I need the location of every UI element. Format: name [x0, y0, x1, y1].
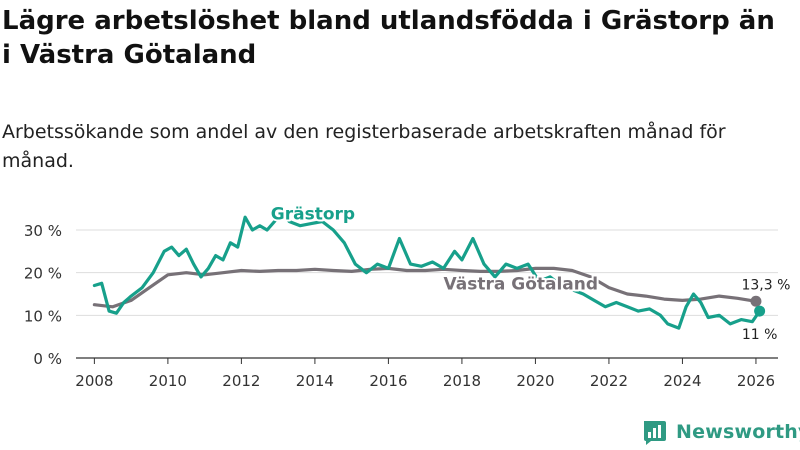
series-label-grastorp: Grästorp — [271, 204, 355, 224]
end-point-vastra-gotaland — [750, 295, 762, 307]
x-tick-label: 2014 — [296, 372, 334, 390]
y-tick-label: 10 % — [24, 307, 62, 325]
line-chart: 0 % 10 % 20 % 30 % 2008 2010 2012 2014 2016 2018… — [24, 202, 793, 390]
x-tick-label: 2024 — [663, 372, 701, 390]
end-value-label-grastorp: 11 % — [742, 327, 778, 343]
series-lines — [92, 211, 766, 330]
x-tick-label: 2010 — [149, 372, 187, 390]
x-tick-label: 2016 — [369, 372, 407, 390]
end-point-grastorp — [754, 305, 766, 317]
y-tick-label: 20 % — [24, 265, 62, 283]
series-line-grastorp — [92, 211, 762, 330]
end-value-label-vastra-gotaland: 13,3 % — [741, 277, 790, 293]
x-axis-ticks: 2008 2010 2012 2014 2016 2018 2020 2022 2024 2026 — [75, 358, 775, 390]
gridlines — [76, 229, 778, 359]
chart-title: Lägre arbetslöshet bland utlandsfödda i … — [2, 6, 775, 70]
newsworthy-icon — [644, 421, 666, 445]
x-tick-label: 2018 — [443, 372, 481, 390]
x-tick-label: 2022 — [590, 372, 628, 390]
y-tick-label: 30 % — [24, 222, 62, 240]
x-tick-label: 2026 — [737, 372, 775, 390]
y-tick-label: 0 % — [33, 350, 62, 368]
x-tick-label: 2020 — [516, 372, 554, 390]
x-tick-label: 2012 — [222, 372, 260, 390]
series-line-vastra-gotaland — [92, 266, 758, 309]
series-labels: Grästorp Västra Götaland 13,3 % 11 % — [269, 202, 793, 345]
y-axis-tick-labels: 0 % 10 % 20 % 30 % — [24, 222, 62, 368]
brand-name: Newsworthy — [676, 421, 800, 443]
x-tick-label: 2008 — [75, 372, 113, 390]
newsworthy-logo: Newsworthy — [642, 418, 800, 446]
series-label-vastra-gotaland: Västra Götaland — [444, 275, 599, 295]
chart-subtitle: Arbetssökande som andel av den registerb… — [2, 121, 726, 172]
